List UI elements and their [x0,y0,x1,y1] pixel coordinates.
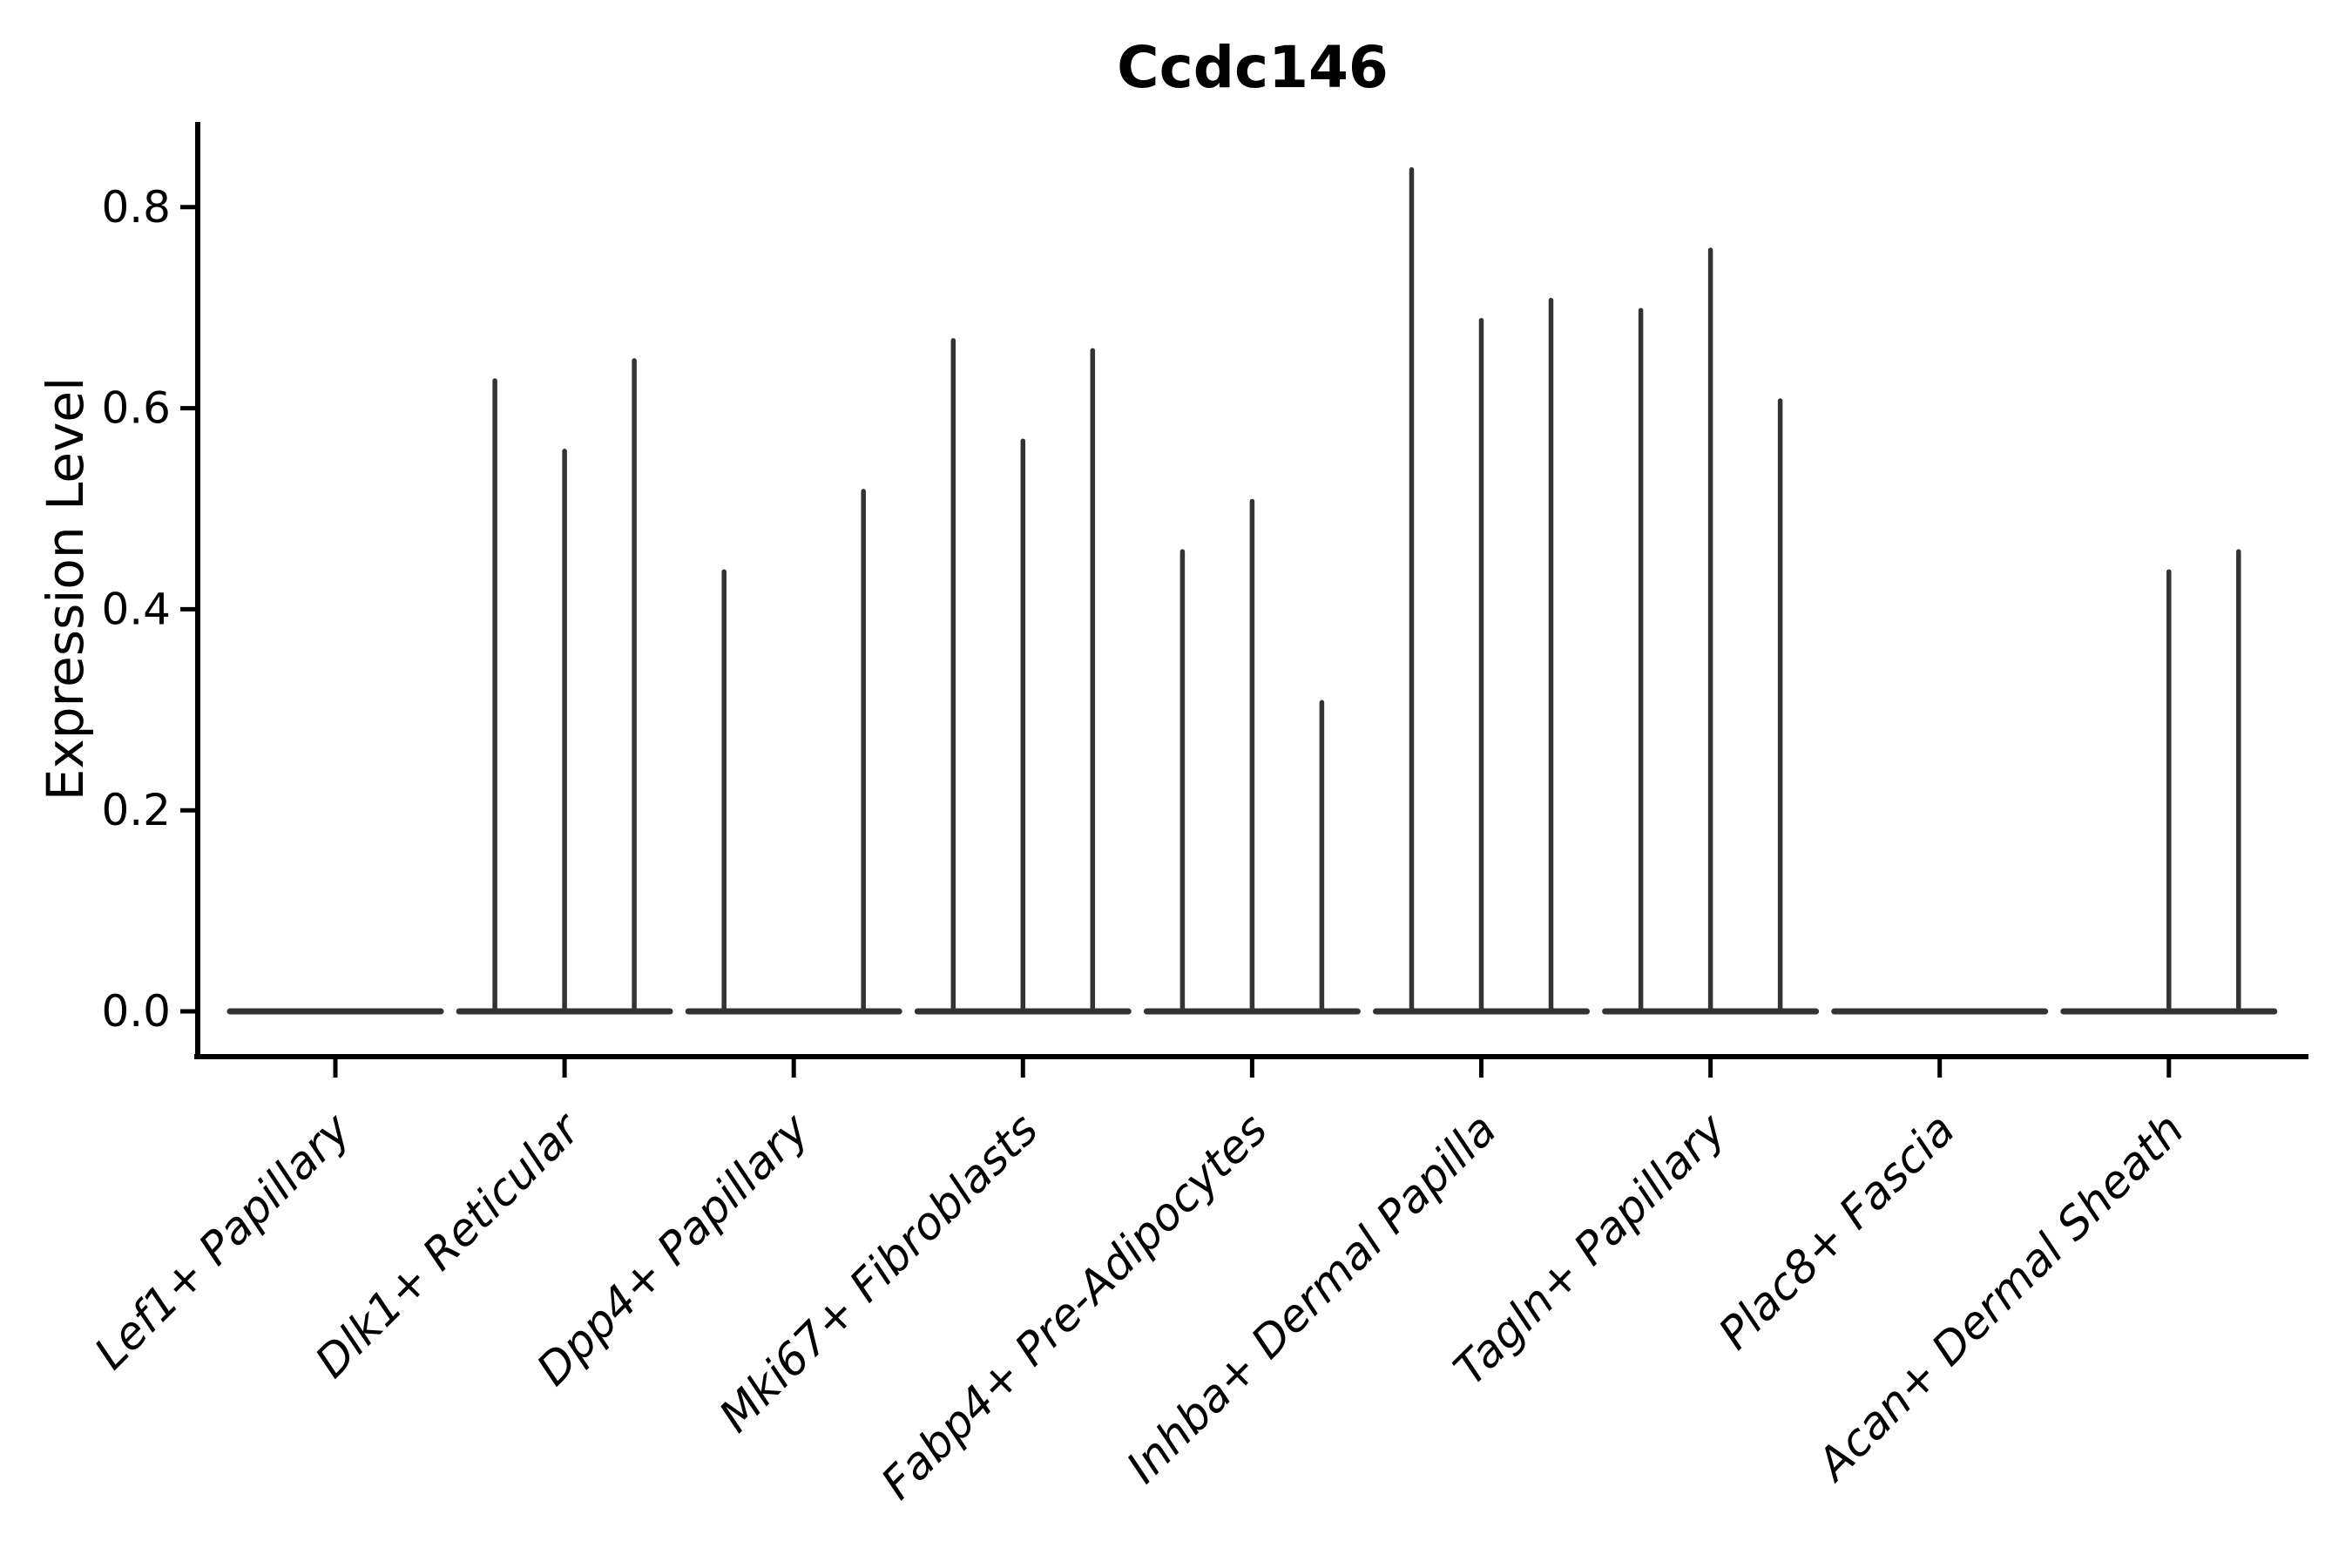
y-tick-label: 0.8 [101,182,171,233]
violins-layer [226,166,2278,1015]
x-tick-label: Plac8+ Fascia [1709,1104,1965,1360]
y-tick-label: 0.6 [101,383,171,434]
violin-group [1602,247,1820,1015]
y-tick-label: 0.0 [101,986,171,1037]
axes-layer [180,122,2308,1078]
x-tick-label: Fabp4+ Pre-Adipocytes [872,1104,1278,1510]
violin-group [685,489,902,1015]
y-tick-label: 0.2 [101,785,171,835]
x-tick-label: Acan+ Dermal Sheath [1806,1104,2193,1491]
x-tick-label: Inhba+ Dermal Papilla [1118,1104,1507,1493]
violin-group [914,338,1132,1015]
violin-group [1143,498,1361,1015]
violin-group [2060,549,2278,1015]
y-axis-label: Expression Level [36,377,95,801]
plot-title: Ccdc146 [1117,34,1389,101]
y-tick-label: 0.4 [101,584,171,634]
violin-group [1373,166,1590,1015]
violin-group [456,358,673,1015]
